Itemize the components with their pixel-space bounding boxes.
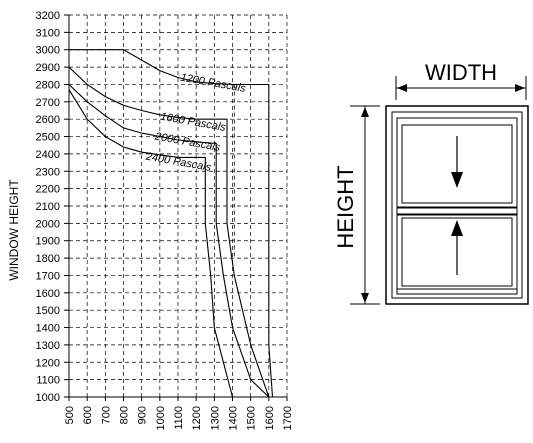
width-label: WIDTH bbox=[425, 60, 497, 85]
lower-sash bbox=[396, 213, 518, 295]
y-tick-label: 1500 bbox=[36, 305, 60, 317]
upper-sash-glass bbox=[401, 124, 513, 204]
y-tick-label: 2100 bbox=[36, 201, 60, 213]
y-tick-label: 2000 bbox=[36, 218, 60, 230]
meeting-rail bbox=[396, 206, 518, 216]
x-tick-label: 1400 bbox=[228, 406, 240, 430]
series-label: 1600 Pascals bbox=[159, 111, 227, 134]
upper-sash bbox=[396, 117, 518, 209]
series-line-3 bbox=[68, 89, 234, 398]
y-tick-label: 3000 bbox=[36, 45, 60, 57]
height-label: HEIGHT bbox=[333, 165, 358, 248]
y-tick-label: 1900 bbox=[36, 236, 60, 248]
y-tick-label: 1100 bbox=[36, 375, 60, 387]
x-tick-label: 1000 bbox=[155, 406, 167, 430]
y-tick-label: 1600 bbox=[36, 288, 60, 300]
width-right-arrow bbox=[515, 84, 525, 92]
x-tick-label: 900 bbox=[137, 406, 149, 424]
x-tick-labels: 500 600 700 800 900 1000 1100 1200 1300 1400 1500 1… bbox=[64, 397, 294, 430]
x-tick-label: 600 bbox=[82, 406, 94, 424]
y-tick-label: 1400 bbox=[36, 323, 60, 335]
y-tick-label: 2300 bbox=[36, 166, 60, 178]
window-outer-frame bbox=[385, 105, 529, 305]
y-tick-label: 1300 bbox=[36, 340, 60, 352]
up-arrow-icon bbox=[451, 220, 463, 236]
lower-sash-glass bbox=[401, 217, 513, 287]
y-axis-title: WINDOW HEIGHT bbox=[7, 179, 21, 281]
y-tick-label: 1800 bbox=[36, 253, 60, 265]
x-tick-label: 1100 bbox=[173, 406, 185, 430]
x-tick-label: 1500 bbox=[246, 406, 258, 430]
y-tick-label: 2500 bbox=[36, 132, 60, 144]
series-line-1 bbox=[68, 66, 270, 398]
y-tick-label: 2600 bbox=[36, 114, 60, 126]
y-tick-label: 2900 bbox=[36, 62, 60, 74]
y-tick-label: 1200 bbox=[36, 357, 60, 369]
height-bottom-arrow bbox=[361, 293, 369, 303]
y-tick-label: 2200 bbox=[36, 184, 60, 196]
down-arrow-icon bbox=[451, 172, 463, 188]
y-tick-label: 2700 bbox=[36, 97, 60, 109]
x-tick-label: 700 bbox=[100, 406, 112, 424]
y-tick-label: 1700 bbox=[36, 270, 60, 282]
y-tick-label: 2800 bbox=[36, 79, 60, 91]
series-line-2 bbox=[68, 84, 270, 398]
wind-load-chart: 1000 1100 1200 1300 1400 1500 1600 1700 1800 1900… bbox=[7, 10, 294, 430]
x-tick-label: 1300 bbox=[209, 406, 221, 430]
pressure-curves bbox=[68, 49, 274, 398]
window-diagram: WIDTH HEIGHT bbox=[333, 60, 529, 305]
y-tick-label: 3200 bbox=[36, 10, 60, 22]
series-label: 1200 Pascals bbox=[179, 72, 247, 95]
x-tick-label: 1600 bbox=[264, 406, 276, 430]
window-inner-frame bbox=[391, 111, 523, 299]
height-top-arrow bbox=[361, 107, 369, 117]
y-tick-label: 1000 bbox=[36, 392, 60, 404]
x-tick-label: 800 bbox=[119, 406, 131, 424]
y-tick-label: 3100 bbox=[36, 27, 60, 39]
x-tick-label: 1700 bbox=[282, 406, 294, 430]
series-label: 2000 Pascals bbox=[153, 130, 222, 154]
x-tick-label: 500 bbox=[64, 406, 76, 424]
chart-grid bbox=[69, 14, 288, 397]
y-tick-labels: 1000 1100 1200 1300 1400 1500 1600 1700 1800 1900… bbox=[36, 10, 69, 404]
y-tick-label: 2400 bbox=[36, 149, 60, 161]
series-line-0 bbox=[69, 49, 270, 259]
x-tick-label: 1200 bbox=[191, 406, 203, 430]
width-left-arrow bbox=[397, 84, 407, 92]
series-line-4 bbox=[268, 258, 274, 398]
